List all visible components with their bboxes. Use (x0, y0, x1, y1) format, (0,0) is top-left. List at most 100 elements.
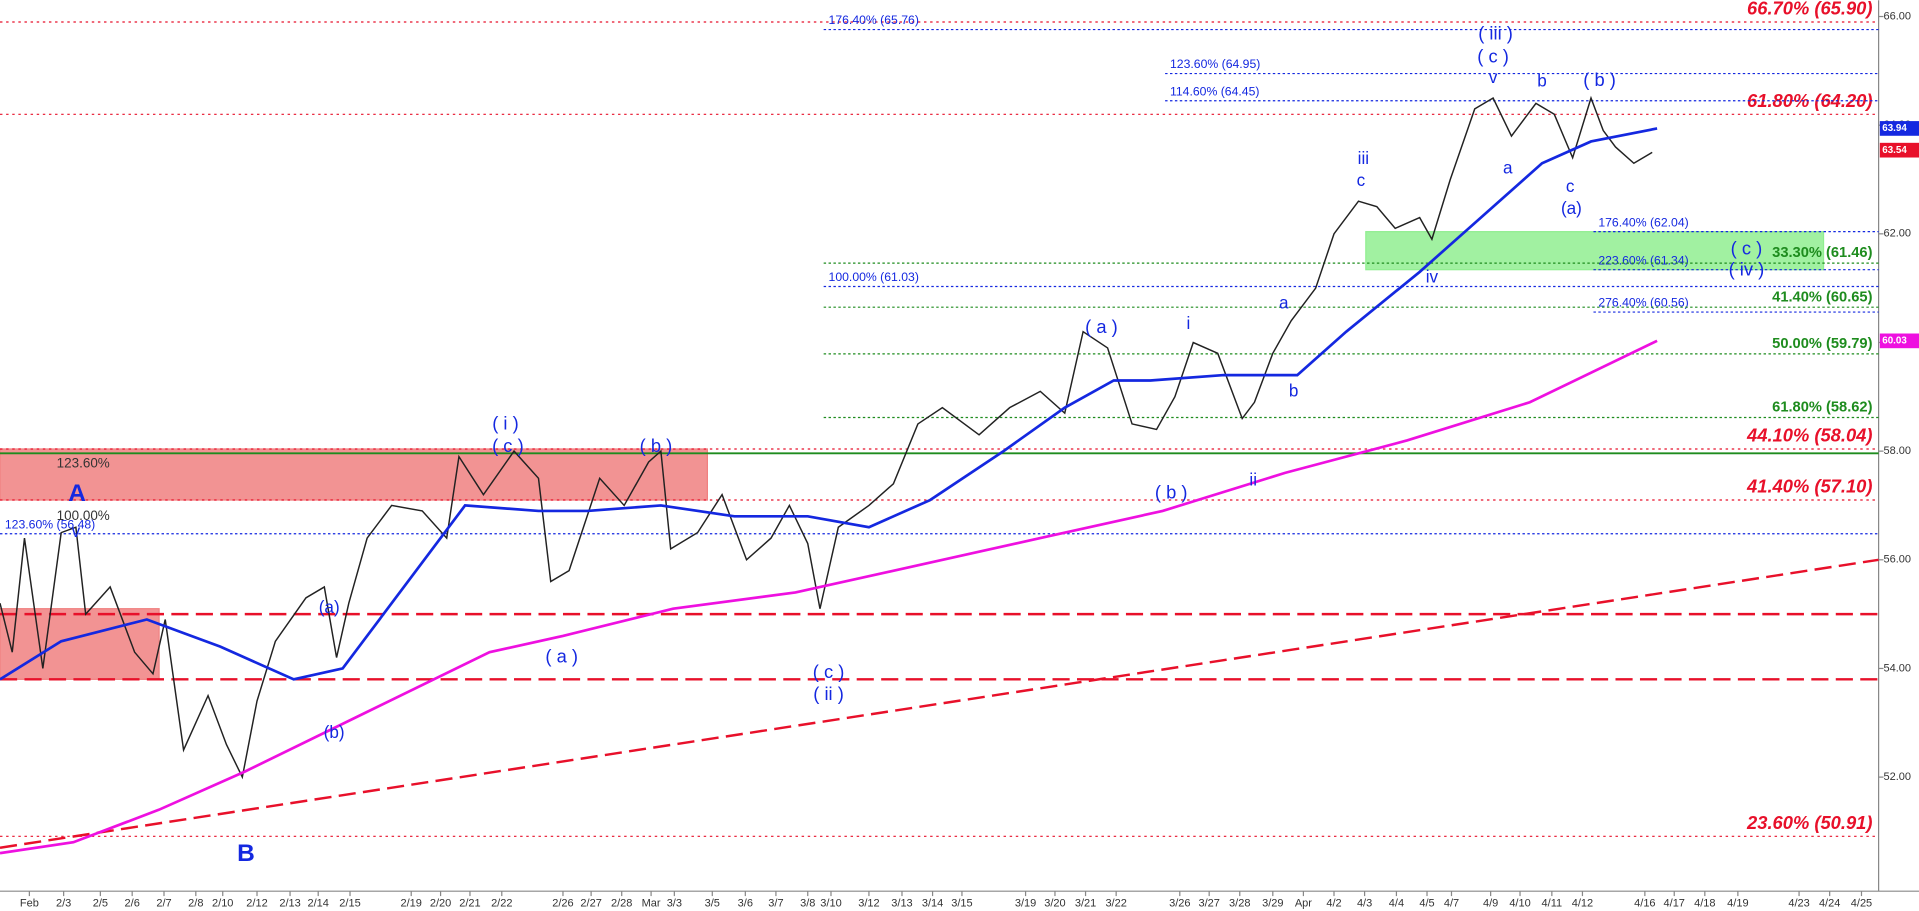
x-tick-label: 4/10 (1509, 897, 1530, 909)
wave-label: ( c ) (492, 435, 524, 456)
y-tick-label: 66.00 (1884, 10, 1912, 22)
zone (0, 448, 708, 501)
y-tick-label: 62.00 (1884, 228, 1912, 240)
level-label: 33.30% (61.46) (1772, 245, 1872, 261)
x-tick-label: 4/23 (1788, 897, 1809, 909)
level-label: 50.00% (59.79) (1772, 336, 1872, 352)
wave-label: ( i ) (492, 413, 519, 434)
wave-label: (b) (324, 722, 345, 742)
level-label: 100.00% (61.03) (829, 270, 919, 284)
wave-label: c (1357, 170, 1366, 190)
wave-label: B (237, 840, 255, 867)
wave-label: v (1489, 67, 1498, 87)
x-tick-label: 4/4 (1389, 897, 1404, 909)
level-label: 61.80% (58.62) (1772, 400, 1872, 416)
x-tick-label: 4/5 (1419, 897, 1434, 909)
zone-label: 123.60% (57, 456, 110, 471)
x-tick-label: 3/15 (951, 897, 972, 909)
x-tick-label: 2/7 (156, 897, 171, 909)
x-tick-label: 3/19 (1015, 897, 1036, 909)
level-label: 44.10% (58.04) (1746, 425, 1872, 446)
wave-label: ( iv ) (1729, 259, 1765, 280)
x-tick-label: 3/21 (1075, 897, 1096, 909)
x-tick-label: 4/24 (1819, 897, 1840, 909)
wave-label: b (1289, 380, 1299, 400)
x-tick-label: 4/3 (1357, 897, 1372, 909)
x-tick-label: 4/7 (1444, 897, 1459, 909)
x-tick-label: 4/19 (1727, 897, 1748, 909)
zone (0, 608, 160, 680)
price-line (0, 95, 1653, 780)
x-tick-label: 2/12 (246, 897, 267, 909)
x-tick-label: 2/8 (188, 897, 203, 909)
x-tick-label: 2/28 (611, 897, 632, 909)
level-label: 41.40% (60.65) (1772, 289, 1872, 305)
x-tick-label: 2/5 (93, 897, 108, 909)
wave-label: v (72, 521, 81, 541)
x-tick-label: 3/28 (1229, 897, 1250, 909)
level-label: 276.40% (60.56) (1598, 296, 1688, 310)
x-tick-label: 3/10 (820, 897, 841, 909)
wave-label: ( iii ) (1478, 22, 1513, 43)
wave-label: (a) (319, 597, 340, 617)
x-tick-label: 4/17 (1664, 897, 1685, 909)
wave-label: iii (1358, 148, 1369, 168)
y-tick-label: 56.00 (1884, 554, 1912, 566)
zone-label: 100.00% (57, 508, 110, 523)
x-tick-label: 3/8 (800, 897, 815, 909)
x-tick-label: 3/29 (1262, 897, 1283, 909)
x-tick-label: 3/12 (858, 897, 879, 909)
level-label: 23.60% (50.91) (1746, 812, 1872, 833)
x-tick-label: 4/25 (1851, 897, 1872, 909)
wave-label: ii (1249, 470, 1257, 490)
x-tick-label: 4/2 (1326, 897, 1341, 909)
x-tick-label: 2/26 (552, 897, 573, 909)
x-tick-label: 2/22 (491, 897, 512, 909)
wave-label: ( b ) (1155, 481, 1188, 502)
wave-label: a (1279, 292, 1289, 312)
wave-label: ( c ) (1477, 46, 1509, 67)
wave-label: a (1503, 158, 1513, 178)
level-label: 61.80% (64.20) (1747, 90, 1872, 111)
wave-label: ( ii ) (813, 683, 844, 704)
x-tick-label: 2/10 (212, 897, 233, 909)
x-tick-label: 3/20 (1044, 897, 1065, 909)
price-label-box (1879, 142, 1919, 158)
x-tick-label: Mar (642, 897, 661, 909)
wave-label: ( c ) (813, 661, 845, 682)
x-tick-label: 4/18 (1694, 897, 1715, 909)
x-tick-label: 3/26 (1169, 897, 1190, 909)
wave-label: (a) (1561, 198, 1582, 218)
level-label: 114.60% (64.45) (1170, 84, 1259, 98)
price-label: 60.03 (1882, 335, 1907, 346)
price-label-box (1879, 333, 1919, 349)
x-tick-label: 3/14 (922, 897, 943, 909)
level-label: 176.40% (65.76) (829, 13, 919, 27)
x-tick-label: 3/6 (738, 897, 753, 909)
x-tick-label: 2/14 (307, 897, 328, 909)
x-tick-label: 2/21 (459, 897, 480, 909)
x-tick-label: 2/3 (56, 897, 71, 909)
x-tick-label: Feb (20, 897, 39, 909)
x-tick-label: 4/16 (1634, 897, 1655, 909)
wave-label: ( a ) (545, 645, 578, 666)
y-tick-label: 52.00 (1884, 771, 1912, 783)
x-tick-label: 2/13 (279, 897, 300, 909)
x-tick-label: Apr (1295, 897, 1312, 909)
wave-label: ( b ) (1583, 69, 1616, 90)
wave-label: iv (1426, 267, 1439, 287)
price-label: 63.54 (1882, 145, 1907, 156)
wave-label: i (1186, 313, 1190, 333)
x-tick-label: 4/11 (1542, 897, 1563, 909)
x-tick-label: 3/22 (1105, 897, 1126, 909)
x-tick-label: 3/7 (768, 897, 783, 909)
x-tick-label: 3/5 (705, 897, 720, 909)
x-tick-label: 4/9 (1483, 897, 1498, 909)
price-label: 63.94 (1882, 123, 1907, 134)
wave-label: A (68, 480, 86, 507)
y-tick-label: 58.00 (1884, 445, 1912, 457)
x-tick-label: 4/12 (1572, 897, 1593, 909)
x-tick-label: 3/3 (667, 897, 682, 909)
x-tick-label: 2/19 (401, 897, 422, 909)
